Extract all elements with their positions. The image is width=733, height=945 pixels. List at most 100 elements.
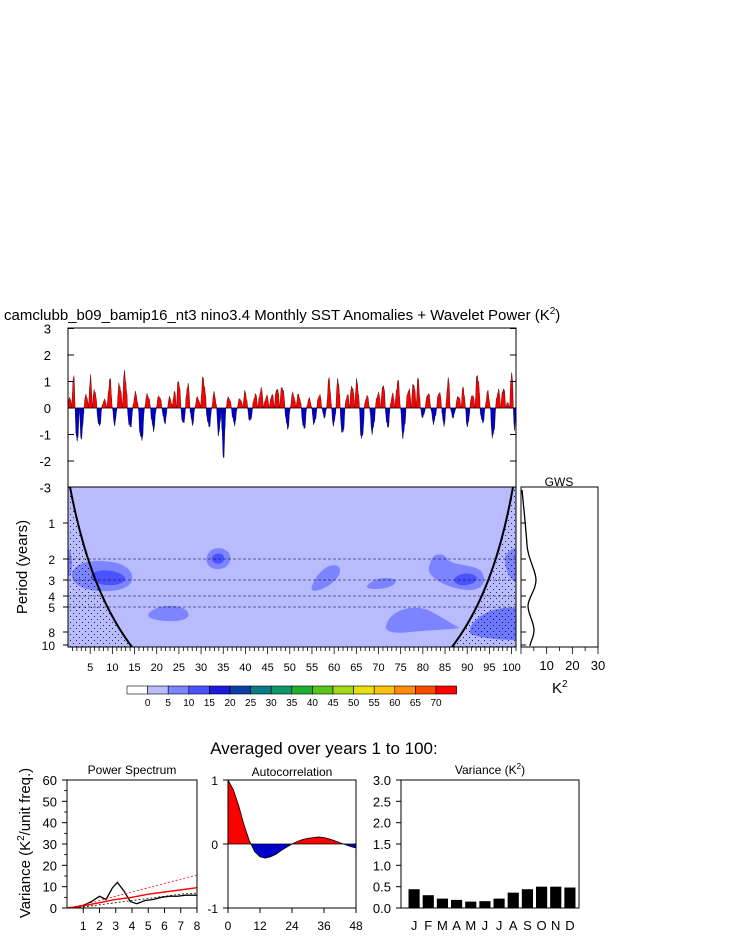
anomaly-segment xyxy=(88,374,93,409)
anomaly-segment xyxy=(290,391,296,409)
colorbar-cell xyxy=(435,685,457,695)
x-tick-label: 48 xyxy=(349,919,363,933)
variance-bar xyxy=(507,892,519,908)
y-tick-label: -3 xyxy=(39,481,51,496)
colorbar-cell xyxy=(250,685,272,695)
colorbar-cell xyxy=(229,685,251,695)
anomaly-segment xyxy=(220,407,227,458)
x-tick-label: 40 xyxy=(239,662,251,674)
anomaly-segment xyxy=(316,394,323,409)
anomaly-segment xyxy=(194,396,201,409)
y-tick-label: 60 xyxy=(43,773,57,788)
anomaly-segment xyxy=(101,398,108,409)
anomaly-segment xyxy=(92,389,98,409)
wavelet-contour-e xyxy=(366,578,396,589)
x-tick-label: 10 xyxy=(106,662,118,674)
anomaly-segment xyxy=(83,393,89,409)
y-tick-label: 2.5 xyxy=(373,794,391,809)
y-tick-label: -1 xyxy=(207,902,218,916)
variance-title-sup: 2 xyxy=(517,762,522,771)
anomaly-segment xyxy=(67,396,72,409)
x-tick-label: 12 xyxy=(253,919,267,933)
gws-title: GWS xyxy=(545,475,574,489)
colorbar-label: 5 xyxy=(165,698,171,709)
x-tick-label: 70 xyxy=(372,662,384,674)
x-tick-label: 45 xyxy=(261,662,273,674)
anomaly-segment xyxy=(359,407,365,439)
anomaly-segment xyxy=(301,407,307,429)
variance-bar xyxy=(479,901,491,908)
x-tick-label: F xyxy=(424,918,432,933)
colorbar-cell xyxy=(147,685,169,695)
colorbar-label: 0 xyxy=(145,698,151,709)
colorbar-label: 70 xyxy=(430,698,442,709)
anomaly-segment xyxy=(509,372,514,409)
anomaly-segment xyxy=(495,388,502,409)
anomaly-segment xyxy=(237,398,243,409)
autocorrelation-chart: Autocorrelation -1 0 1 0 12 24 36 48 xyxy=(207,765,363,933)
anomaly-segment xyxy=(295,393,302,409)
gws-x-label: K2 xyxy=(552,679,568,697)
anomaly-segment xyxy=(176,381,182,409)
y-tick-label: 10 xyxy=(43,880,57,895)
anomaly-segment xyxy=(369,407,376,435)
main-title: camclubb_b09_bamip16_nt3 nino3.4 Monthly… xyxy=(4,306,560,324)
anomaly-segment xyxy=(354,378,360,409)
main-title-close: ) xyxy=(555,307,560,324)
colorbar-label: 15 xyxy=(204,698,216,709)
anomaly-segment xyxy=(389,392,396,409)
anomaly-segment xyxy=(411,383,417,409)
power-spectrum-series xyxy=(67,874,197,908)
anomaly-segment xyxy=(326,377,332,409)
anomaly-segment xyxy=(335,378,341,409)
y-tick-label: 10 xyxy=(42,639,56,653)
anomaly-segment xyxy=(107,377,113,409)
anomaly-segment xyxy=(311,407,318,425)
wavelet-contour-d xyxy=(311,565,341,591)
anomaly-segment xyxy=(385,407,391,429)
colorbar-cell xyxy=(126,685,148,695)
y-tick-label: 2.0 xyxy=(373,816,391,831)
wavelet-y-axis: 1 2 3 45 810 xyxy=(42,517,68,653)
power-spectrum-y-axis: 0 10 20 30 40 50 60 xyxy=(43,773,67,916)
anomaly-segment xyxy=(263,394,270,409)
x-tick-label: 80 xyxy=(417,662,429,674)
anomaly-segment xyxy=(231,407,238,427)
anomaly-segment xyxy=(420,407,426,419)
autocorrelation-x-axis: 0 12 24 36 48 xyxy=(225,908,363,933)
colorbar-label: 55 xyxy=(369,698,381,709)
colorbar-cell xyxy=(291,685,313,695)
anomaly-segment xyxy=(252,392,259,409)
y-tick-label: 1 xyxy=(44,375,51,390)
colorbar-label: 35 xyxy=(286,698,298,709)
anomaly-segment xyxy=(180,407,186,424)
anomaly-segment xyxy=(405,388,412,409)
x-tick-label: J xyxy=(482,918,489,933)
y-tick-label: 1.0 xyxy=(373,858,391,873)
anomaly-segment xyxy=(116,382,123,409)
anomaly-segment xyxy=(279,386,286,409)
wavelet-contour-b-core xyxy=(211,553,224,564)
x-tick-label: 5 xyxy=(145,919,152,933)
wavelet-x-axis: 5 10 15 20 25 30 35 40 45 50 55 60 65 70 75 80 85 90 95 100 xyxy=(72,647,521,674)
anomaly-segment xyxy=(132,390,139,409)
x-tick-label: 35 xyxy=(217,662,229,674)
anomaly-segment xyxy=(138,407,145,441)
anomaly-segment xyxy=(96,407,102,427)
y-tick-label: 0 xyxy=(50,901,57,916)
variance-bar xyxy=(493,898,505,908)
wavelet-contour-a-core xyxy=(90,570,125,586)
colorbar: 0 5 10 15 20 25 30 35 40 45 50 55 60 65 70 xyxy=(126,685,457,709)
anomaly-segment xyxy=(144,393,151,409)
x-tick-label: O xyxy=(537,918,547,933)
y-tick-label: 0.5 xyxy=(373,880,391,895)
anomaly-segment xyxy=(216,407,222,437)
variance-bar xyxy=(422,895,434,908)
anomaly-segment xyxy=(150,407,157,433)
variance-bars xyxy=(408,886,576,908)
anomaly-segment xyxy=(247,407,253,422)
anomaly-segment xyxy=(364,395,370,409)
